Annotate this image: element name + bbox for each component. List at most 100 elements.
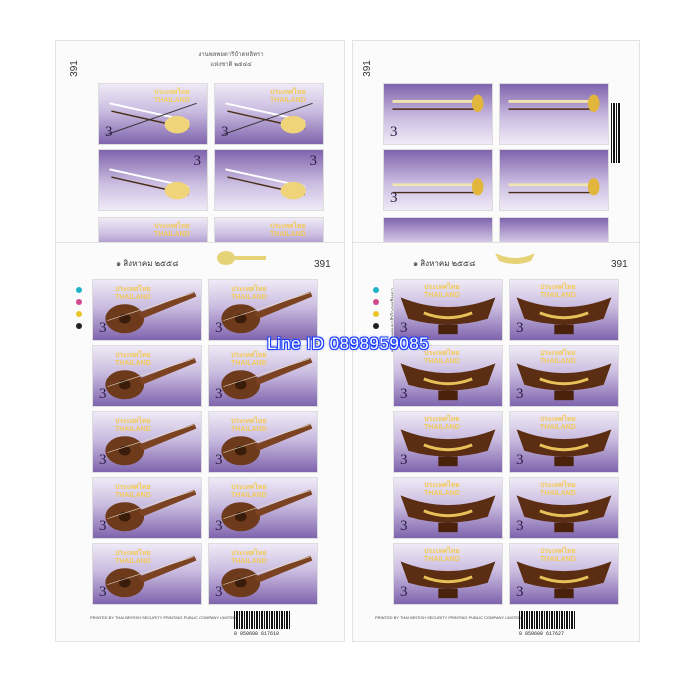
- stamp-country-label: ประเทศไทย THAILAND: [231, 286, 267, 301]
- sheet-bottom-right-xylophone: ๑ สิงหาคม ๒๕๕๘ 391 งานพลพยตาริปำตหลิทรา …: [352, 242, 640, 642]
- xylophone-illustration: [400, 495, 496, 533]
- stamp-value: 3: [193, 153, 202, 169]
- stamp-xylophone: ประเทศไทย THAILAND 3: [509, 477, 619, 539]
- printer-footer: PRINTED BY THAI BRITISH SECURITY PRINTIN…: [90, 615, 236, 620]
- lute-illustration: [221, 357, 313, 400]
- lute-outline-icon: [217, 251, 266, 265]
- stamp-value: 3: [221, 124, 229, 140]
- stamp-xylophone: ประเทศไทย THAILAND 3: [393, 279, 503, 341]
- stamp-country-label: ประเทศไทย THAILAND: [540, 416, 576, 431]
- lute-illustration: [105, 423, 197, 466]
- stamp-xylophone: ประเทศไทย THAILAND 3: [509, 543, 619, 605]
- stamp-xylophone: ประเทศไทย THAILAND 3: [509, 279, 619, 341]
- stamp-country-label: ประเทศไทย THAILAND: [540, 482, 576, 497]
- issue-date: ๑ สิงหาคม ๒๕๕๘: [116, 259, 179, 268]
- stamp-fiddle: 3: [383, 149, 493, 211]
- stamp-value: 3: [215, 584, 223, 600]
- stamp-xylophone: ประเทศไทย THAILAND 3: [393, 345, 503, 407]
- stamp-country-label: ประเทศไทย THAILAND: [154, 223, 190, 238]
- stamp-fiddle: 3: [383, 83, 493, 145]
- fiddle-illustration: [392, 178, 484, 196]
- stamp-country-label: ประเทศไทย THAILAND: [270, 223, 306, 238]
- stamp-value: 3: [516, 386, 524, 402]
- stamp-country-label: ประเทศไทย THAILAND: [115, 418, 151, 433]
- stamp-value: 3: [516, 584, 524, 600]
- printer-footer: PRINTED BY THAI BRITISH SECURITY PRINTIN…: [375, 615, 521, 620]
- sheet-number: 391: [611, 259, 628, 270]
- stamp-fiddle: [499, 83, 609, 145]
- sheet-top-left-fiddle: 391 งานพลพยตาริปำตหลิทรา แห่งชาติ ๒๕๔๔ ป…: [55, 40, 345, 245]
- sheet-bottom-left-lute: ๑ สิงหาคม ๒๕๕๘ 391 งานพลพยตาริปำตหลิทรา …: [55, 242, 345, 642]
- registration-dot: [76, 323, 82, 329]
- xylophone-illustration: [400, 363, 496, 401]
- stamp-value: 3: [215, 452, 223, 468]
- stamp-fiddle: ประเทศไทย THAILAND 3: [98, 83, 208, 145]
- fiddle-illustration: [225, 168, 306, 200]
- lute-illustration: [105, 357, 197, 400]
- xylophone-illustration: [516, 495, 612, 533]
- stamp-country-label: ประเทศไทย THAILAND: [424, 482, 460, 497]
- stamp-lute: ประเทศไทย THAILAND 3: [92, 411, 202, 473]
- registration-dot: [373, 323, 379, 329]
- stamp-lute: ประเทศไทย THAILAND 3: [92, 345, 202, 407]
- stamp-country-label: ประเทศไทย THAILAND: [424, 350, 460, 365]
- stamp-value: 3: [99, 584, 107, 600]
- lute-illustration: [221, 489, 313, 532]
- fiddle-illustration: [223, 102, 313, 135]
- stamp-country-label: ประเทศไทย THAILAND: [540, 284, 576, 299]
- stamp-country-label: ประเทศไทย THAILAND: [231, 352, 267, 367]
- fiddle-illustration: [109, 168, 190, 200]
- barcode: [234, 611, 290, 629]
- stamp-fiddle: 3: [214, 149, 324, 211]
- stamp-lute: ประเทศไทย THAILAND 3: [208, 279, 318, 341]
- stamp-lute: ประเทศไทย THAILAND 3: [208, 345, 318, 407]
- stamp-value: 3: [215, 320, 223, 336]
- stamp-value: 3: [400, 452, 408, 468]
- lute-illustration: [221, 423, 313, 466]
- xylophone-illustration: [516, 561, 612, 599]
- stamp-value: 3: [99, 452, 107, 468]
- stamp-value: 3: [390, 190, 398, 206]
- sheet-number: 391: [361, 60, 373, 77]
- xylophone-outline-icon: [495, 253, 535, 264]
- fiddle-illustration: [107, 102, 197, 135]
- barcode: [611, 103, 621, 163]
- stamp-lute: ประเทศไทย THAILAND 3: [92, 543, 202, 605]
- stamp-lute: ประเทศไทย THAILAND 3: [92, 279, 202, 341]
- stamp-value: 3: [400, 386, 408, 402]
- stamp-value: 3: [400, 584, 408, 600]
- stamp-value: 3: [516, 320, 524, 336]
- xylophone-illustration: [400, 561, 496, 599]
- lute-illustration: [105, 291, 197, 334]
- registration-dot: [373, 311, 379, 317]
- stamp-country-label: ประเทศไทย THAILAND: [154, 89, 190, 104]
- stamp-country-label: ประเทศไทย THAILAND: [231, 484, 267, 499]
- stamp-value: 3: [516, 452, 524, 468]
- fiddle-illustration: [508, 178, 600, 196]
- xylophone-illustration: [516, 363, 612, 401]
- stamp-country-label: ประเทศไทย THAILAND: [231, 550, 267, 565]
- stamp-fiddle: 3: [98, 149, 208, 211]
- fiddle-illustration: [392, 94, 484, 113]
- stamp-lute: ประเทศไทย THAILAND 3: [208, 411, 318, 473]
- stamp-fiddle: ประเทศไทย THAILAND: [98, 217, 208, 244]
- fiddle-illustration: [508, 94, 600, 113]
- lute-illustration: [105, 489, 197, 532]
- issue-date: ๑ สิงหาคม ๒๕๕๘: [413, 259, 476, 268]
- registration-dot: [76, 311, 82, 317]
- registration-dot: [373, 299, 379, 305]
- stamp-value: 3: [215, 518, 223, 534]
- stamp-lute: ประเทศไทย THAILAND 3: [92, 477, 202, 539]
- stamp-country-label: ประเทศไทย THAILAND: [270, 89, 306, 104]
- stamp-fiddle: [499, 149, 609, 211]
- xylophone-illustration: [516, 429, 612, 467]
- barcode-number: 8 850608 617610: [234, 631, 280, 637]
- barcode: [519, 611, 575, 629]
- stamp-country-label: ประเทศไทย THAILAND: [424, 284, 460, 299]
- registration-dot: [373, 287, 379, 293]
- stamp-xylophone: ประเทศไทย THAILAND 3: [393, 543, 503, 605]
- sheet-top-right-fiddle: 391 3 3: [352, 40, 640, 245]
- xylophone-illustration: [400, 429, 496, 467]
- stamp-lute: ประเทศไทย THAILAND 3: [208, 543, 318, 605]
- stamp-country-label: ประเทศไทย THAILAND: [540, 350, 576, 365]
